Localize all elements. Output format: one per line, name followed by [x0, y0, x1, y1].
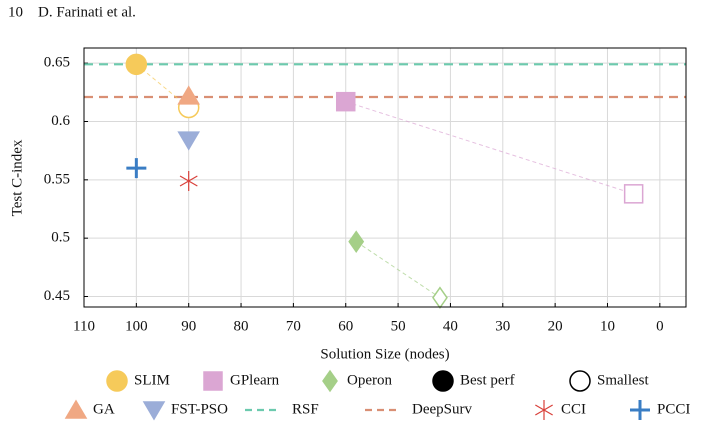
- legend-label: CCI: [561, 401, 586, 417]
- data-point: [348, 230, 365, 253]
- x-tick-label: 50: [391, 318, 406, 334]
- legend-marker: [203, 371, 223, 391]
- y-tick-label: 0.55: [44, 171, 70, 187]
- data-point: [335, 91, 356, 112]
- legend-marker: [569, 370, 591, 392]
- data-point: [125, 53, 148, 76]
- data-point: [179, 171, 198, 191]
- y-tick-label: 0.5: [51, 230, 70, 246]
- legend-marker: [630, 400, 650, 420]
- legend-label: Smallest: [597, 372, 649, 388]
- x-tick-label: 0: [656, 318, 664, 334]
- legend-label: Operon: [347, 372, 392, 388]
- x-tick-label: 100: [125, 318, 148, 334]
- x-tick-label: 60: [338, 318, 353, 334]
- data-point: [177, 85, 201, 105]
- x-tick-label: 10: [600, 318, 615, 334]
- x-tick-label: 20: [548, 318, 563, 334]
- legend-label: PCCI: [657, 401, 690, 417]
- x-tick-label: 40: [443, 318, 458, 334]
- y-tick-label: 0.45: [44, 288, 70, 304]
- legend-label: RSF: [292, 401, 319, 417]
- legend-label: GPlearn: [230, 372, 280, 388]
- legend-label: Best perf: [460, 372, 515, 388]
- x-tick-label: 80: [234, 318, 249, 334]
- plot-frame: [83, 47, 687, 308]
- running-head: D. Farinati et al.: [38, 4, 136, 20]
- legend-marker: [106, 370, 128, 392]
- legend-label: SLIM: [134, 372, 170, 388]
- legend-marker: [535, 400, 553, 420]
- legend-marker: [322, 369, 338, 393]
- data-point: [177, 131, 201, 151]
- legend-label: DeepSurv: [412, 401, 472, 417]
- y-tick-label: 0.65: [44, 55, 70, 71]
- page-number: 10: [8, 4, 23, 20]
- x-tick-label: 110: [73, 318, 95, 334]
- legend-label: FST-PSO: [171, 401, 228, 417]
- y-axis-label: Test C-index: [9, 139, 25, 216]
- legend-marker: [142, 401, 166, 421]
- y-tick-label: 0.6: [51, 113, 70, 129]
- x-tick-label: 90: [181, 318, 196, 334]
- data-point: [432, 286, 448, 309]
- x-axis-label: Solution Size (nodes): [320, 346, 449, 362]
- connector: [355, 241, 441, 299]
- legend-marker: [432, 370, 454, 392]
- x-tick-label: 70: [286, 318, 301, 334]
- legend-marker: [64, 399, 88, 419]
- connector: [345, 101, 634, 195]
- legend-label: GA: [93, 401, 115, 417]
- x-tick-label: 30: [495, 318, 510, 334]
- data-point: [623, 184, 644, 204]
- data-point: [126, 158, 147, 179]
